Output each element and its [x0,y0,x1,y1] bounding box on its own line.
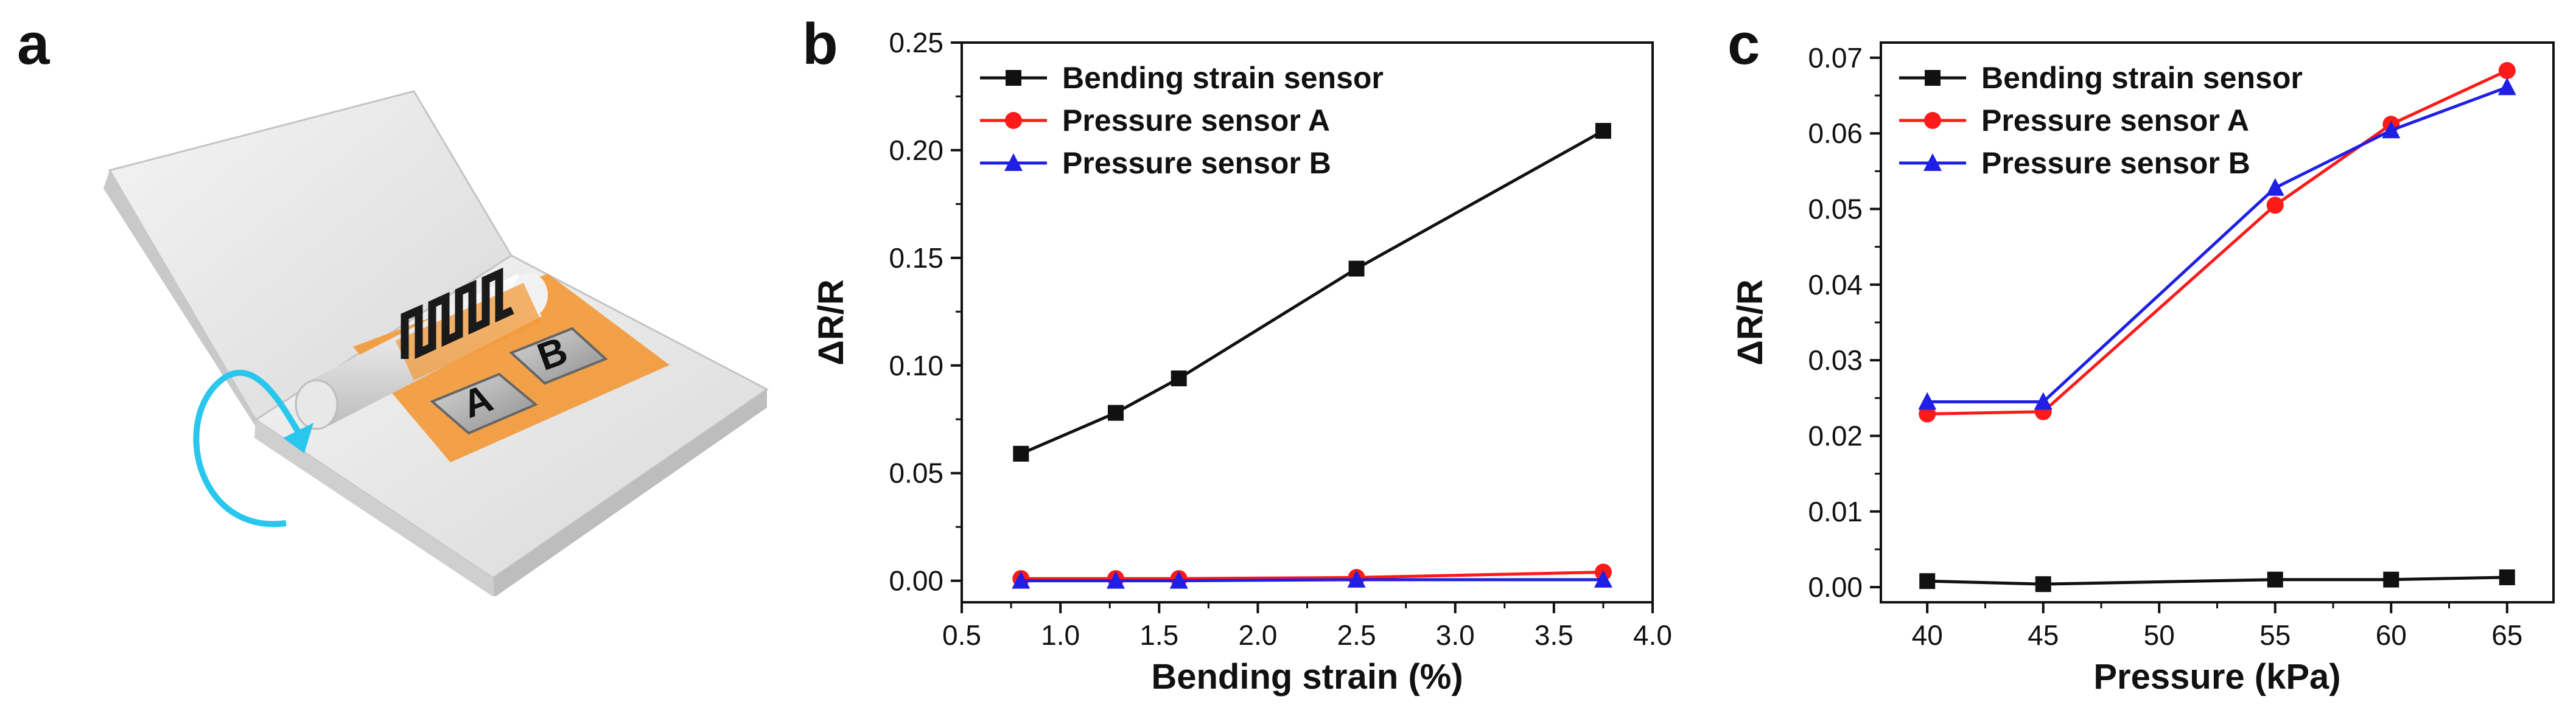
legend-label: Pressure sensor A [1981,103,2249,137]
pressure-sensor-a-chip: A [430,372,538,435]
data-point [2035,576,2051,593]
y-tick-label: 0.15 [889,242,943,274]
data-point [2267,571,2283,588]
legend-label: Pressure sensor A [1062,103,1330,137]
y-tick-label: 0.10 [889,350,943,381]
panel-label-c: c [1727,12,1760,77]
panel-label-b: b [802,12,838,77]
data-point [1347,569,1366,588]
data-point [1013,445,1029,462]
legend: Bending strain sensor Pressure sensor A Pr… [1899,61,2303,180]
x-tick-label: 3.5 [1535,619,1573,651]
x-tick-label: 55 [2259,619,2291,651]
data-point [1171,370,1187,386]
x-tick-label: 2.5 [1337,619,1376,651]
x-axis-label: Bending strain (%) [1151,657,1463,697]
legend-swatch-marker [1925,70,1941,86]
data-point [1918,392,1937,410]
y-tick-label: 0.01 [1808,496,1863,527]
legend-swatch-marker [1923,153,1942,171]
series-line [1927,576,2507,586]
y-tick-label: 0.06 [1808,117,1863,149]
legend-swatch-marker [1924,112,1941,129]
data-point [1169,571,1188,589]
data-point [1595,123,1611,139]
x-tick-label: 1.0 [1041,619,1080,651]
bending-device-illustration: A B [103,90,769,596]
legend-label: Bending strain sensor [1981,61,2303,95]
serpentine-strain-sensor [401,267,514,360]
data-point [1012,571,1031,589]
data-point [2382,120,2401,139]
x-tick-label: 40 [1912,619,1943,651]
legend-label: Pressure sensor B [1981,146,2250,180]
y-tick-label: 0.05 [889,457,943,489]
legend-label: Pressure sensor B [1062,146,1331,180]
rotation-arrow-icon [193,370,313,527]
series-bending-strain-sensor [1013,123,1611,462]
data-point [2266,197,2284,214]
data-point [2034,392,2053,410]
x-tick-label: 45 [2028,619,2059,651]
data-point [1348,260,1365,277]
x-tick-label: 0.5 [942,619,981,651]
y-tick-label: 0.03 [1808,344,1863,376]
x-tick-label: 50 [2144,619,2175,651]
data-point [1919,573,1936,590]
data-point [2498,62,2516,79]
y-tick-label: 0.04 [1808,269,1863,301]
legend: Bending strain sensor Pressure sensor A Pr… [980,61,1384,180]
data-point [1106,571,1125,589]
y-tick-label: 0.20 [889,134,943,166]
data-point [1107,405,1124,421]
x-tick-label: 4.0 [1633,619,1672,651]
data-point [2497,77,2516,96]
y-axis-label: ΔR/R [1731,279,1770,366]
series-pressure-sensor-b [1012,569,1612,589]
y-axis-label: ΔR/R [811,279,851,366]
x-tick-label: 60 [2376,619,2407,651]
x-tick-label: 1.5 [1139,619,1178,651]
x-tick-label: 65 [2491,619,2522,651]
legend-label: Bending strain sensor [1062,61,1384,95]
x-tick-label: 3.0 [1436,619,1475,651]
legend-swatch-marker [1005,112,1022,129]
y-tick-label: 0.07 [1808,42,1863,74]
data-point [2499,569,2515,585]
legend-swatch-marker [1004,153,1023,171]
legend-swatch-marker [1006,70,1021,86]
x-tick-label: 2.0 [1238,619,1277,651]
data-point [2266,178,2284,196]
data-point [1594,569,1612,588]
y-tick-label: 0.00 [889,565,943,597]
pressure-sensor-b-chip: B [509,327,608,385]
y-tick-label: 0.25 [889,27,943,58]
x-axis-label: Pressure (kPa) [2093,657,2340,697]
y-tick-label: 0.05 [1808,193,1863,225]
series-pressure-sensor-b [1918,77,2516,410]
y-tick-label: 0.02 [1808,420,1863,451]
series-bending-strain-sensor [1919,569,2515,593]
panel-label-a: a [17,12,50,77]
data-point [2383,571,2399,588]
y-tick-label: 0.00 [1808,571,1863,603]
